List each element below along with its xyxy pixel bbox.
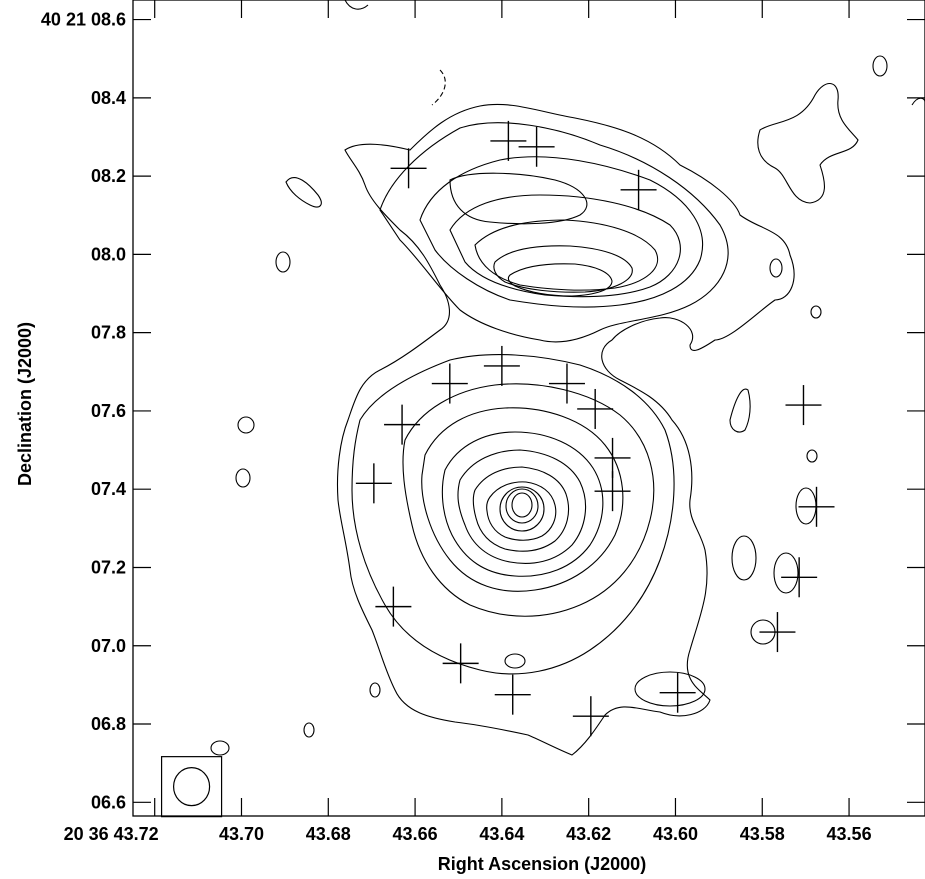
- cross-marker: [781, 557, 818, 598]
- beam-marker: [160, 756, 223, 818]
- contour-south-10: [511, 492, 533, 518]
- contour-north-3: [449, 194, 681, 298]
- y-tick-label: 08.2: [91, 166, 126, 186]
- x-axis: 20 36 43.72 43.70 43.68 43.66 43.64 43.62 43.6…: [64, 0, 872, 844]
- contour-blob: [810, 305, 822, 319]
- y-tick-label: 06.8: [91, 714, 126, 734]
- cross-marker: [548, 363, 585, 404]
- cross-marker: [442, 643, 479, 684]
- contour-south-6: [472, 466, 570, 552]
- contour-north-5: [493, 245, 633, 293]
- contour-blob: [235, 468, 251, 488]
- cross-marker: [798, 486, 835, 527]
- x-tick-label: 43.58: [740, 824, 785, 844]
- y-axis-title: Declination (J2000): [15, 322, 35, 486]
- y-tick-label: 07.0: [91, 636, 126, 656]
- x-tick-label: 43.64: [479, 824, 524, 844]
- contour-north-4: [474, 219, 658, 291]
- x-tick-label: 43.62: [566, 824, 611, 844]
- contour-blob: [369, 682, 381, 698]
- x-tick-label: 43.66: [393, 824, 438, 844]
- x-tick-label: 43.70: [219, 824, 264, 844]
- beam-box: [160, 756, 223, 818]
- contour-blob: [237, 416, 255, 434]
- cross-markers: [355, 120, 835, 737]
- cross-marker: [577, 388, 614, 429]
- beam-ellipse: [172, 767, 211, 807]
- contour-edge: [344, 0, 369, 10]
- cross-marker: [659, 672, 696, 713]
- y-axis: 40 21 08.6 08.4 08.2 08.0 07.8 07.6 07.4 07.2 07…: [41, 10, 925, 812]
- x-axis-title: Right Ascension (J2000): [438, 854, 646, 874]
- contour-blob: [769, 258, 783, 278]
- y-tick-label: 40 21 08.6: [41, 10, 126, 30]
- contour-south-5: [457, 449, 587, 564]
- contour-blob: [757, 83, 859, 204]
- contour-north-2: [419, 156, 704, 308]
- y-tick-label: 07.2: [91, 557, 126, 577]
- contour-south-8: [499, 486, 545, 532]
- contour-blob: [210, 740, 230, 756]
- contour-south-1: [351, 354, 675, 675]
- x-tick-label: 43.68: [306, 824, 351, 844]
- plot-frame: [132, 0, 925, 817]
- y-tick-label: 06.6: [91, 792, 126, 812]
- contour-blob: [773, 552, 799, 594]
- contour-north-6: [507, 263, 613, 297]
- cross-marker: [620, 169, 657, 210]
- y-tick-label: 07.8: [91, 323, 126, 343]
- cross-marker: [431, 363, 468, 404]
- contour-north-hole: [449, 172, 588, 225]
- contour-south-3: [421, 407, 624, 592]
- cross-marker: [384, 404, 421, 445]
- cross-marker: [494, 674, 531, 715]
- contour-south-9: [505, 488, 539, 524]
- contour-south-2: [402, 383, 655, 617]
- contour-envelope: [336, 103, 795, 756]
- cross-marker: [759, 612, 796, 653]
- x-tick-label: 20 36 43.72: [64, 824, 159, 844]
- cross-marker: [483, 345, 520, 386]
- contour-north-1: [379, 122, 729, 343]
- cross-marker: [390, 148, 427, 189]
- cross-marker: [518, 126, 555, 167]
- x-tick-label: 43.56: [827, 824, 872, 844]
- contour-blob: [806, 449, 818, 463]
- cross-marker: [572, 696, 609, 737]
- y-tick-label: 08.0: [91, 244, 126, 264]
- contour-south-4: [441, 431, 604, 577]
- contour-blob: [285, 177, 322, 208]
- contour-blob: [729, 388, 751, 433]
- y-tick-label: 07.4: [91, 479, 126, 499]
- cross-marker: [594, 471, 631, 512]
- cross-marker: [355, 463, 392, 504]
- contour-blob: [634, 671, 706, 707]
- contour-map: [210, 0, 925, 756]
- cross-marker: [375, 586, 412, 627]
- contour-blob: [504, 653, 526, 669]
- contour-blob: [795, 487, 817, 525]
- contour-neg: [431, 69, 446, 106]
- contour-blob: [303, 722, 315, 738]
- cross-marker: [490, 120, 527, 161]
- contour-blob: [731, 535, 757, 581]
- contour-edge: [911, 97, 925, 106]
- contour-blob: [275, 251, 291, 273]
- y-tick-label: 08.4: [91, 88, 126, 108]
- y-tick-label: 07.6: [91, 401, 126, 421]
- contour-blob: [872, 55, 888, 77]
- x-tick-label: 43.60: [653, 824, 698, 844]
- contour-south-7: [486, 481, 557, 541]
- cross-marker: [785, 385, 822, 426]
